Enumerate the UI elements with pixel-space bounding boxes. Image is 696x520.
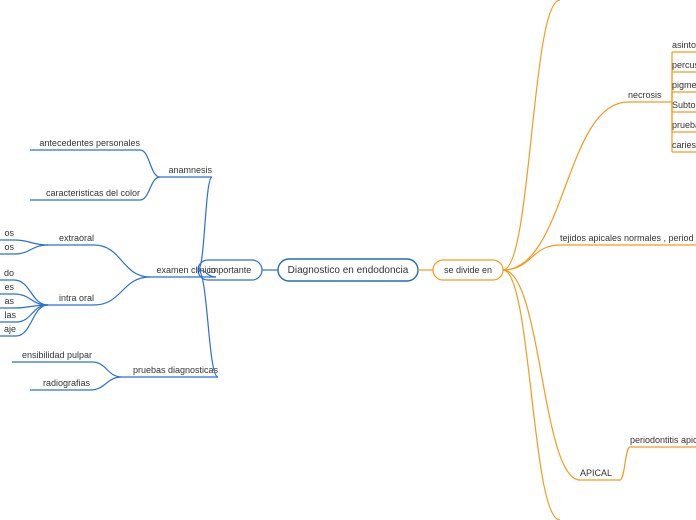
right-branch-2-label: APICAL — [580, 468, 612, 478]
right-branch-2-child-0-label: periodontitis apical — [630, 435, 696, 445]
right-branch-1-label: tejidos apicales normales , period — [560, 233, 694, 243]
left-branch-1-child-1-g-0-label: do — [4, 268, 14, 278]
left-branch-0-child-1-label: caracteristicas del color — [46, 188, 140, 198]
connector — [14, 245, 48, 254]
connector — [92, 362, 122, 377]
left-branch-1-child-1-g-2-label: as — [4, 296, 14, 306]
left-branch-2-label: pruebas diagnosticas — [133, 365, 219, 375]
right-branch-0-child-5-label: caries prufu — [672, 140, 696, 150]
connector — [14, 280, 48, 305]
connector — [90, 377, 122, 390]
left-branch-0-child-0-label: antecedentes personales — [39, 138, 140, 148]
connector — [503, 245, 560, 270]
left-branch-1-child-0-g-1-label: os — [4, 242, 14, 252]
connector — [503, 270, 560, 520]
se-divide-en-node-label: se divide en — [444, 265, 492, 275]
right-branch-0-child-2-label: pigmentacio — [672, 80, 696, 90]
connector — [94, 245, 150, 277]
connector — [140, 150, 160, 177]
left-branch-1-child-1-g-3-label: las — [4, 310, 16, 320]
connector — [16, 305, 48, 336]
connector — [198, 177, 212, 270]
right-branch-0-child-3-label: Subtopic — [672, 100, 696, 110]
connector — [94, 277, 150, 305]
connector — [503, 270, 580, 480]
right-branch-0-label: necrosis — [628, 90, 662, 100]
left-branch-1-child-1-label: intra oral — [59, 293, 94, 303]
left-branch-1-child-1-g-4-label: aje — [4, 324, 16, 334]
left-branch-2-child-0-label: ensibilidad pulpar — [22, 350, 92, 360]
connector — [14, 240, 48, 245]
left-branch-1-child-0-label: extraoral — [59, 233, 94, 243]
left-branch-1-child-1-g-1-label: es — [4, 282, 14, 292]
center-label: Diagnostico en endodoncia — [288, 265, 409, 276]
connector — [14, 294, 48, 305]
connector — [198, 270, 218, 377]
connector — [140, 177, 160, 200]
right-branch-0-child-1-label: percusión lev — [672, 60, 696, 70]
left-branch-1-child-0-g-0-label: os — [4, 228, 14, 238]
right-branch-0-child-4-label: pruebas neg — [672, 120, 696, 130]
right-branch-0-child-0-label: asintomatica — [672, 40, 696, 50]
connector — [620, 447, 630, 480]
connector — [503, 0, 560, 270]
left-branch-2-child-1-label: radiografias — [43, 378, 91, 388]
left-branch-0-label: anamnesis — [168, 165, 212, 175]
